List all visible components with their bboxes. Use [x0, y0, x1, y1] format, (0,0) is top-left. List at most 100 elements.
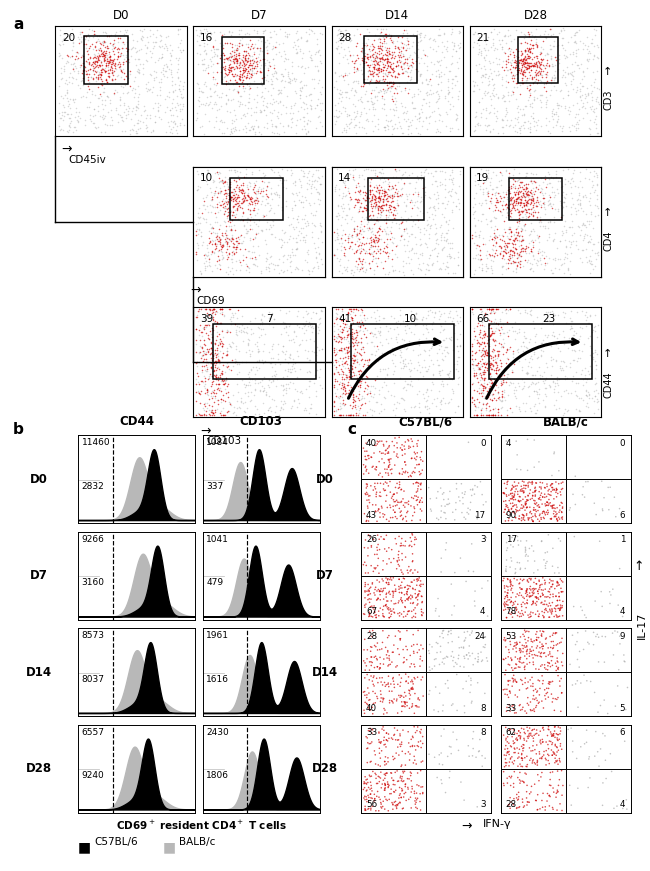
Point [558, 500, 568, 514]
Point [362, 57, 372, 71]
Point [224, 219, 234, 233]
Point [517, 191, 528, 205]
Point [405, 564, 415, 578]
Point [506, 550, 516, 564]
Point [506, 71, 517, 84]
Point [233, 185, 244, 199]
Point [161, 43, 172, 57]
Point [354, 323, 365, 337]
Point [237, 355, 247, 369]
Point [97, 93, 107, 107]
Point [359, 791, 369, 805]
Point [390, 778, 400, 792]
Point [483, 260, 493, 274]
Point [352, 345, 362, 359]
Point [270, 399, 281, 413]
Point [593, 246, 603, 260]
Point [211, 231, 222, 245]
Point [542, 496, 552, 510]
Point [508, 490, 519, 503]
Point [498, 120, 508, 134]
Point [520, 44, 530, 57]
Point [68, 91, 78, 105]
Point [510, 52, 521, 66]
Point [521, 203, 532, 217]
Point [218, 213, 229, 227]
Point [498, 190, 508, 204]
Point [524, 218, 534, 232]
Point [495, 356, 506, 370]
Point [389, 51, 399, 64]
Point [441, 233, 451, 247]
Point [545, 379, 556, 393]
Point [499, 779, 509, 793]
Point [397, 553, 408, 567]
Point [365, 86, 376, 100]
Point [214, 208, 225, 222]
Point [76, 25, 86, 39]
Point [389, 785, 400, 799]
Point [267, 118, 278, 132]
Point [400, 594, 410, 608]
Point [486, 393, 497, 407]
Point [62, 49, 72, 63]
Point [448, 242, 459, 256]
Point [484, 74, 495, 88]
Point [506, 192, 516, 206]
Point [473, 652, 484, 666]
Point [574, 102, 584, 116]
Point [384, 440, 394, 454]
Point [344, 202, 354, 216]
Point [488, 240, 498, 253]
Point [239, 63, 249, 77]
Point [570, 497, 580, 511]
Point [194, 386, 204, 400]
Point [226, 185, 237, 199]
Point [479, 365, 489, 379]
Point [484, 168, 494, 182]
Point [566, 233, 576, 246]
Point [400, 38, 411, 52]
Point [361, 203, 371, 217]
Point [292, 187, 303, 201]
Point [410, 445, 420, 459]
Point [340, 317, 350, 331]
Point [560, 402, 570, 416]
Point [396, 227, 407, 241]
Point [302, 125, 313, 138]
Point [202, 363, 213, 377]
Point [410, 502, 420, 516]
Point [361, 201, 371, 215]
Point [496, 244, 506, 258]
Point [269, 313, 280, 327]
Point [396, 790, 406, 804]
Point [232, 319, 242, 333]
Point [563, 88, 573, 102]
Point [332, 29, 343, 43]
Point [227, 230, 237, 244]
Point [621, 793, 632, 807]
Point [508, 490, 518, 504]
Point [99, 76, 109, 90]
Point [241, 121, 252, 135]
Point [504, 242, 515, 256]
Point [341, 370, 351, 384]
Point [577, 218, 588, 232]
Point [552, 205, 563, 219]
Point [388, 34, 398, 48]
Point [484, 360, 495, 374]
Point [529, 29, 539, 43]
Point [439, 307, 449, 321]
Point [558, 354, 568, 368]
Point [270, 183, 280, 197]
Point [388, 499, 398, 513]
Point [167, 96, 177, 110]
Point [476, 408, 486, 422]
Point [436, 218, 446, 232]
Point [371, 672, 382, 685]
Point [238, 334, 248, 348]
Point [417, 754, 428, 768]
Point [441, 254, 452, 268]
Point [161, 105, 171, 118]
Text: CD69: CD69 [197, 296, 226, 306]
